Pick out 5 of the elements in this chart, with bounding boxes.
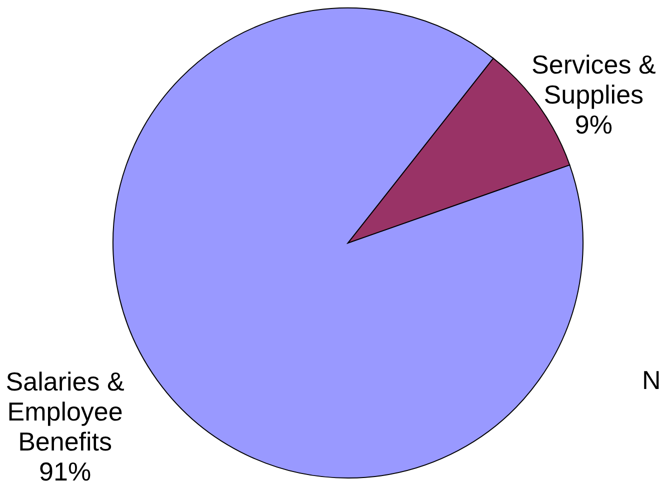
slice-label: Salaries & Employee Benefits	[6, 366, 124, 456]
slice-label: Services & Supplies	[532, 50, 656, 110]
data-label: 9%	[574, 110, 612, 140]
data-label: 91%	[39, 456, 92, 483]
text: N	[642, 365, 661, 395]
